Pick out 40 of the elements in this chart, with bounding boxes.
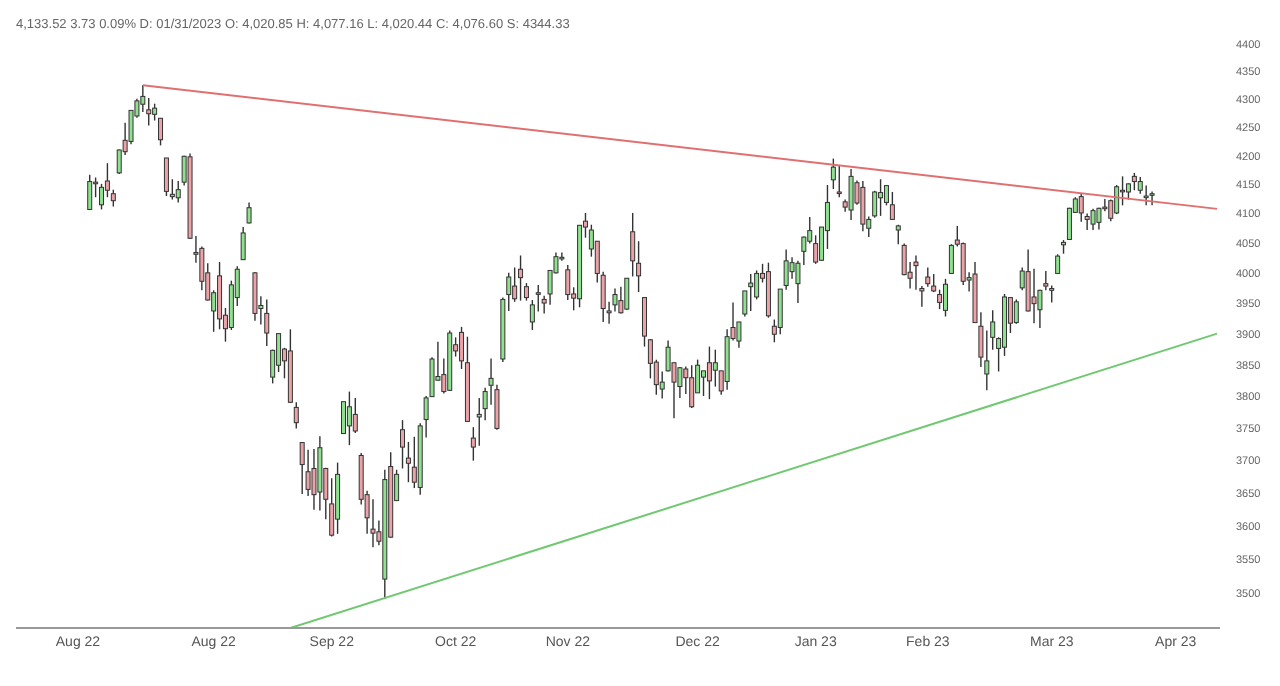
candlestick [1143,184,1149,207]
candlestick [913,254,919,291]
candlestick [1090,208,1096,231]
candlestick [706,345,712,400]
candlestick [624,277,630,311]
candlestick [830,157,836,190]
candlestick [163,157,169,197]
candlestick [925,266,931,288]
candlestick [689,364,695,409]
candlestick [765,261,771,319]
candlestick [748,273,754,312]
candlestick [848,168,854,221]
candlestick [701,370,707,397]
candlestick [240,226,246,261]
candlestick [1031,267,1037,324]
candlestick [335,461,341,535]
candlestick [264,298,270,347]
candlestick [878,178,884,217]
candlestick [317,435,323,512]
candlestick [836,164,842,198]
candlestick [618,285,624,315]
candlestick [1055,253,1061,275]
candlestick [299,441,305,495]
candlestick [1149,190,1155,207]
candlestick [518,254,524,302]
candlestick [795,260,801,304]
candlestick [252,271,258,322]
candlestick [889,191,895,221]
candlestick [305,448,311,497]
candlestick [346,390,352,446]
candlestick [87,173,93,211]
candlestick [246,201,252,225]
candlestick [942,278,948,318]
candlestick [1078,193,1084,223]
candlestick [937,289,943,310]
candlestick [712,348,718,388]
candlestick [1013,298,1019,325]
candlestick [860,180,866,232]
candlestick [370,498,376,548]
candlestick [276,332,282,373]
